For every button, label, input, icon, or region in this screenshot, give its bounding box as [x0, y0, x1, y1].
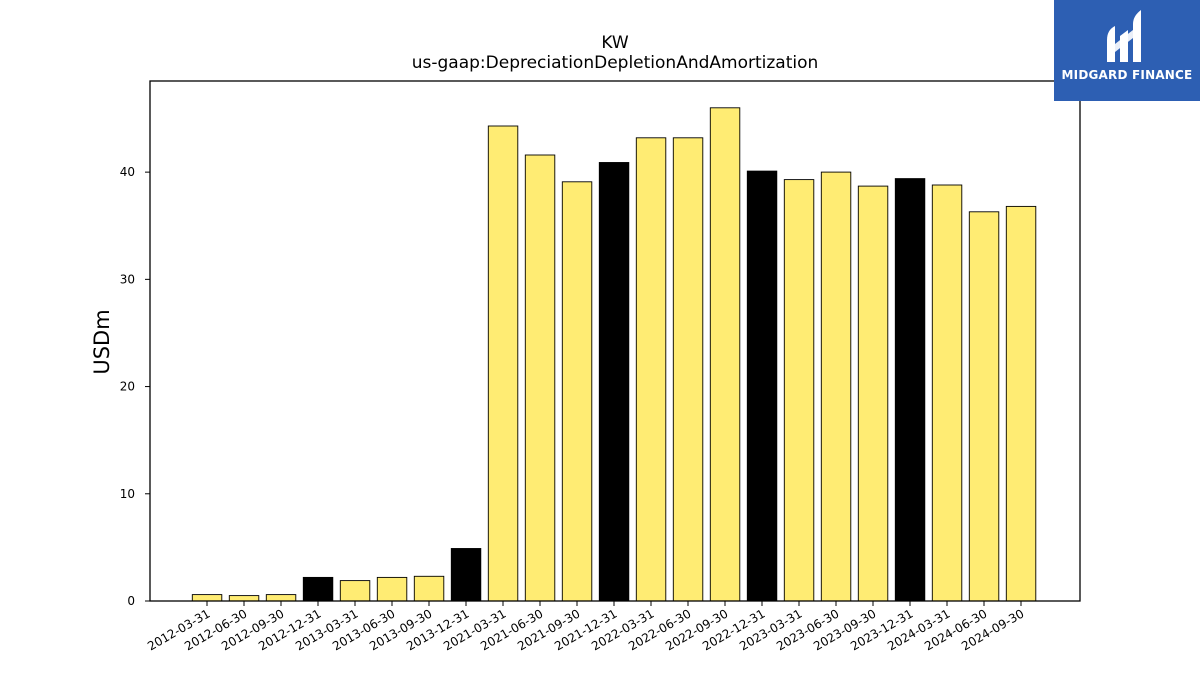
bar-2024-03-31	[931, 184, 963, 602]
chart-title: KW	[601, 33, 629, 53]
bar-2023-06-30	[820, 171, 852, 602]
bar-2013-12-31	[450, 548, 482, 602]
midgard-logo-icon	[1107, 10, 1141, 62]
bar-2022-12-31	[746, 170, 778, 602]
bars-group	[191, 107, 1037, 602]
brand-name: MIDGARD FINANCE	[1061, 68, 1193, 82]
bar-2021-06-30	[524, 154, 556, 602]
bar-2013-06-30	[376, 576, 408, 602]
bar-2012-03-31	[191, 594, 223, 602]
bar-2022-03-31	[635, 137, 667, 602]
y-tick-label: 30	[120, 272, 135, 286]
plot-frame	[149, 80, 1081, 602]
bar-2013-03-31	[339, 580, 371, 602]
y-tick-label: 10	[120, 487, 135, 501]
y-tick-label: 0	[127, 594, 135, 608]
bar-2022-06-30	[672, 137, 704, 602]
bar-2023-09-30	[857, 185, 889, 602]
bar-2021-12-31	[598, 162, 630, 602]
bar-2021-03-31	[487, 125, 519, 602]
brand-logo: MIDGARD FINANCE	[1054, 0, 1200, 101]
y-tick-label: 40	[120, 165, 135, 179]
bar-2012-06-30	[228, 595, 260, 602]
chart-subtitle: us-gaap:DepreciationDepletionAndAmortiza…	[412, 53, 819, 73]
bar-2013-09-30	[413, 575, 445, 602]
bar-2022-09-30	[709, 107, 741, 602]
bar-2012-09-30	[265, 594, 297, 602]
y-axis-label: USDm	[90, 309, 114, 374]
y-tick-label: 20	[120, 380, 135, 394]
bar-2021-09-30	[561, 181, 593, 602]
bar-2024-06-30	[968, 211, 1000, 602]
bar-2023-12-31	[894, 178, 926, 602]
bar-2012-12-31	[302, 576, 334, 602]
y-axis-ticks: 0 10 20 30 40	[120, 165, 150, 608]
x-axis-ticks: 2012-03-312012-06-302012-09-302012-12-31…	[145, 601, 1027, 653]
bar-2024-09-30	[1005, 205, 1037, 602]
bar-2023-03-31	[783, 179, 815, 602]
